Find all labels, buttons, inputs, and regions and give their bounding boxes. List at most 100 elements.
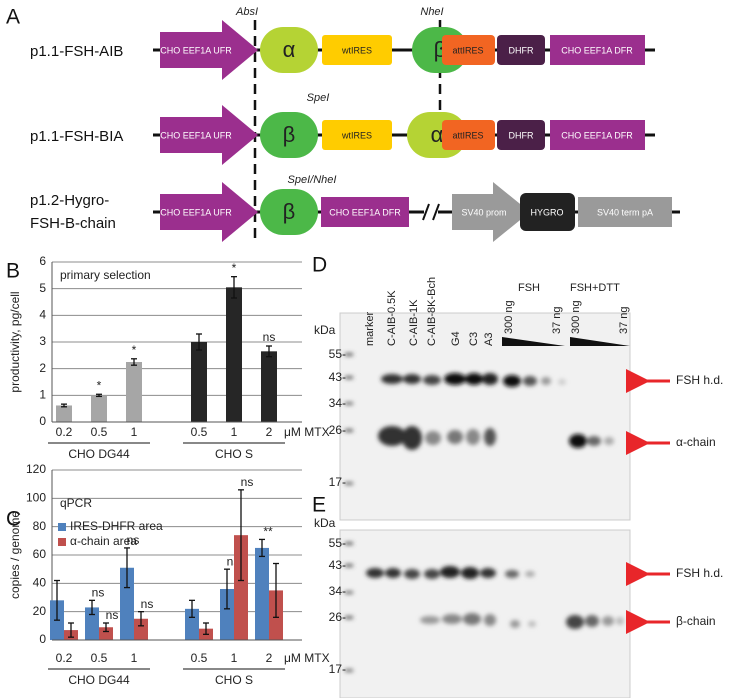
construct-name: p1.2-Hygro-	[30, 192, 109, 209]
blot-bands	[345, 542, 624, 672]
panel-label: A	[6, 6, 20, 29]
site-label: AbsI	[235, 6, 258, 18]
group-label: CHO S	[215, 447, 253, 461]
promoter-arrow	[160, 20, 258, 80]
bar	[191, 342, 207, 422]
error-bar	[96, 393, 102, 398]
ires	[442, 35, 495, 65]
kda-marker: 26-	[329, 423, 346, 437]
kda-marker: 34-	[329, 396, 346, 410]
kda-marker: 43-	[329, 558, 346, 572]
error-bar	[131, 358, 137, 366]
gradient-wedge	[502, 337, 565, 346]
x-tick-label: 1	[231, 651, 238, 665]
gradient-wedge	[570, 337, 630, 346]
y-tick-label: 2	[39, 361, 46, 375]
terminator	[550, 120, 645, 150]
terminator	[321, 197, 409, 227]
lane-label: A3	[483, 333, 495, 346]
site-label: SpeI/NheI	[288, 174, 337, 186]
annotation: *	[97, 378, 102, 392]
bar	[120, 567, 134, 640]
error-bar	[68, 622, 74, 638]
y-tick-label: 120	[26, 462, 46, 476]
element-label: SV40 term pA	[597, 207, 653, 217]
bar	[255, 547, 269, 640]
amount-label: 300 ng	[570, 300, 582, 334]
error-bar	[196, 333, 202, 351]
promoter-arrow	[160, 105, 258, 165]
bar	[226, 287, 242, 422]
element-label: DHFR	[509, 45, 534, 55]
element-label: wtIRES	[341, 130, 372, 140]
bar	[99, 627, 113, 640]
legend-label: α-chain area	[70, 534, 137, 548]
standard-label: FSH	[518, 282, 540, 294]
dhfr	[497, 35, 545, 65]
error-bar	[266, 345, 272, 358]
band-label: FSH h.d.	[676, 566, 723, 580]
y-axis-label: copies / genome	[8, 511, 22, 599]
ires	[322, 35, 392, 65]
bar	[85, 607, 99, 640]
unit-label: kDa	[314, 323, 336, 337]
lane-label: marker	[364, 311, 376, 346]
element-label: HYGRO	[530, 207, 563, 217]
hygro	[520, 193, 575, 231]
legend-label: IRES-DHFR area	[70, 519, 163, 533]
x-tick-label: 1	[231, 425, 238, 439]
kda-marker: 26-	[329, 610, 346, 624]
annotation: ns	[241, 475, 254, 489]
annotation: **	[263, 525, 273, 539]
error-bar	[138, 611, 144, 627]
break-mark	[432, 203, 440, 221]
site-label: NheI	[420, 6, 443, 18]
blot-image	[339, 312, 631, 521]
error-bar	[61, 403, 67, 408]
promoter-arrow	[452, 182, 530, 242]
lane-label: C3	[468, 332, 480, 346]
chart-title: primary selection	[60, 268, 151, 282]
ires	[442, 120, 495, 150]
unit-label: kDa	[314, 516, 336, 530]
error-bar	[224, 568, 230, 610]
amount-label: 37 ng	[618, 306, 630, 334]
blot-bands	[345, 353, 614, 485]
panel-label: D	[312, 254, 327, 277]
y-tick-label: 20	[33, 604, 47, 618]
bar	[56, 405, 72, 422]
annotation: ns	[92, 586, 105, 600]
x-tick-label: 0.2	[56, 425, 73, 439]
error-bar	[103, 622, 109, 633]
y-tick-label: 0	[39, 632, 46, 646]
element-label: CHO EEF1A DFR	[329, 207, 401, 217]
panel-label: E	[312, 494, 326, 517]
x-tick-label: 2	[266, 651, 273, 665]
element-label: α	[283, 37, 296, 62]
y-axis-label: productivity, pg/cell	[8, 291, 22, 392]
annotation: *	[132, 343, 137, 357]
y-tick-label: 1	[39, 388, 46, 402]
bar	[185, 608, 199, 640]
error-bar	[203, 622, 209, 635]
element-label: attIRES	[452, 45, 483, 55]
legend-swatch	[58, 538, 66, 546]
error-bar	[259, 538, 265, 558]
kda-marker: 55-	[329, 536, 346, 550]
y-tick-label: 40	[33, 576, 47, 590]
group-label: CHO DG44	[68, 447, 130, 461]
y-tick-label: 3	[39, 334, 46, 348]
annotation: *	[232, 261, 237, 275]
terminator	[578, 197, 672, 227]
amount-label: 300 ng	[503, 300, 515, 334]
error-bar	[54, 579, 60, 621]
error-bar	[124, 547, 130, 589]
element-label: α	[431, 122, 444, 147]
lane-label: C-AIB-1K	[408, 299, 420, 346]
construct-name: p1.1-FSH-AIB	[30, 43, 123, 60]
x-tick-label: 0.5	[191, 425, 208, 439]
bar	[91, 395, 107, 422]
kda-marker: 34-	[329, 584, 346, 598]
panel-label: B	[6, 260, 20, 283]
element-label: CHO EEF1A UFR	[160, 207, 232, 217]
